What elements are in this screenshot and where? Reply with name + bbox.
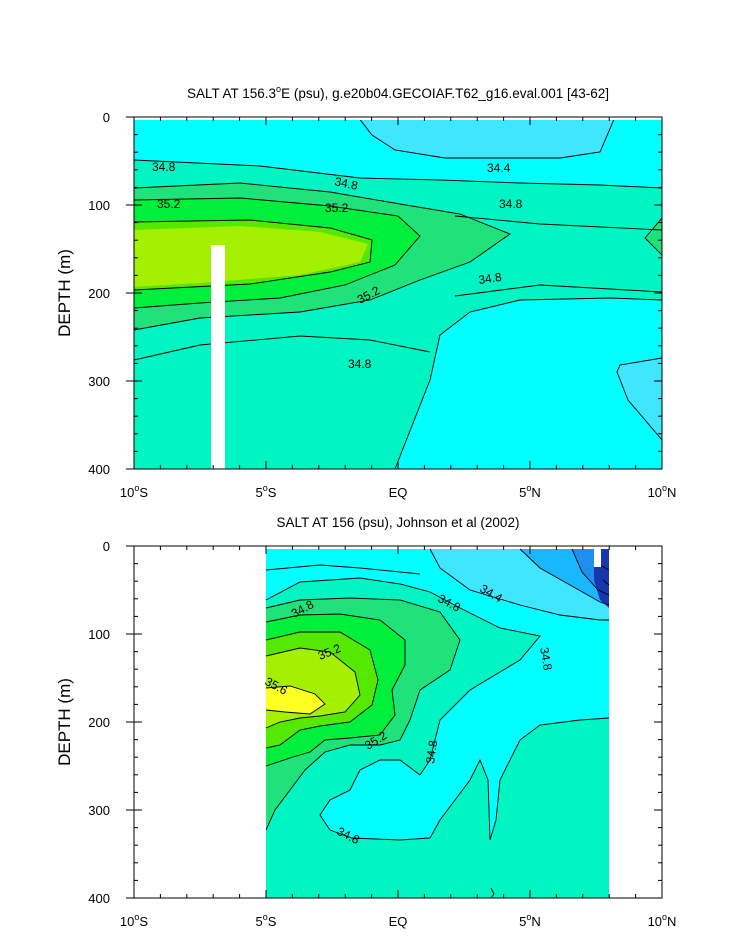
contour-label: 34.4 bbox=[487, 161, 511, 175]
y-tick-label: 400 bbox=[88, 891, 110, 906]
band-34-4-lower bbox=[617, 358, 662, 440]
x-tick-label: 5oS bbox=[256, 483, 277, 500]
band-35-6 bbox=[134, 226, 368, 287]
panel-title: SALT AT 156.3oE (psu), g.e20b04.GECOIAF.… bbox=[187, 84, 609, 101]
contour-label: 34.8 bbox=[348, 357, 372, 371]
y-tick-label: 200 bbox=[88, 286, 110, 301]
panel-observed: SALT AT 156 (psu), Johnson et al (2002) bbox=[55, 515, 676, 929]
y-tick-label: 200 bbox=[88, 715, 110, 730]
y-tick-label: 100 bbox=[88, 198, 110, 213]
band-34-4 bbox=[358, 117, 615, 158]
x-tick-label: 10oN bbox=[648, 912, 677, 929]
panel-title: SALT AT 156 (psu), Johnson et al (2002) bbox=[277, 515, 520, 530]
contour-label: 34.8 bbox=[499, 197, 523, 211]
y-tick-label: 0 bbox=[103, 539, 110, 554]
contour-label: 34.8 bbox=[333, 174, 359, 193]
x-tick-label: 5oN bbox=[519, 912, 541, 929]
y-axis-title: DEPTH (m) bbox=[55, 249, 74, 337]
x-tick-label: 10oS bbox=[120, 483, 148, 500]
contour-label: 34.8 bbox=[152, 160, 176, 174]
band-35-8 bbox=[266, 686, 325, 714]
contour-label: 35.2 bbox=[325, 201, 349, 215]
contour-label: 34.8 bbox=[537, 646, 555, 672]
contour-label: 34.8 bbox=[477, 270, 502, 287]
band-35-0-east bbox=[645, 218, 662, 255]
contour-lines bbox=[265, 548, 610, 898]
axes: 0 100 200 300 400 10oS 5oS EQ 5oN 10oN bbox=[88, 110, 676, 500]
x-tick-label: 5oN bbox=[519, 483, 541, 500]
y-tick-label: 400 bbox=[88, 462, 110, 477]
contour-label: 35.2 bbox=[157, 197, 181, 211]
axes: 0 100 200 300 400 10oS 5oS EQ 5oN 10oN bbox=[88, 539, 676, 929]
y-tick-label: 0 bbox=[103, 110, 110, 125]
y-axis-title: DEPTH (m) bbox=[55, 678, 74, 766]
y-tick-label: 300 bbox=[88, 374, 110, 389]
no-data-gap bbox=[594, 549, 601, 567]
contour-field bbox=[265, 548, 610, 898]
x-tick-label: 10oS bbox=[120, 912, 148, 929]
masked-column bbox=[211, 245, 225, 469]
contour-lines bbox=[134, 117, 662, 469]
x-tick-label: 5oS bbox=[256, 912, 277, 929]
x-tick-label: 10oN bbox=[648, 483, 677, 500]
panel-model: SALT AT 156.3oE (psu), g.e20b04.GECOIAF.… bbox=[55, 84, 676, 500]
x-tick-label: EQ bbox=[389, 914, 408, 929]
y-tick-label: 100 bbox=[88, 627, 110, 642]
x-tick-label: EQ bbox=[389, 485, 408, 500]
contour-field bbox=[134, 117, 662, 469]
contour-label: 34.8 bbox=[423, 739, 440, 764]
y-tick-label: 300 bbox=[88, 803, 110, 818]
